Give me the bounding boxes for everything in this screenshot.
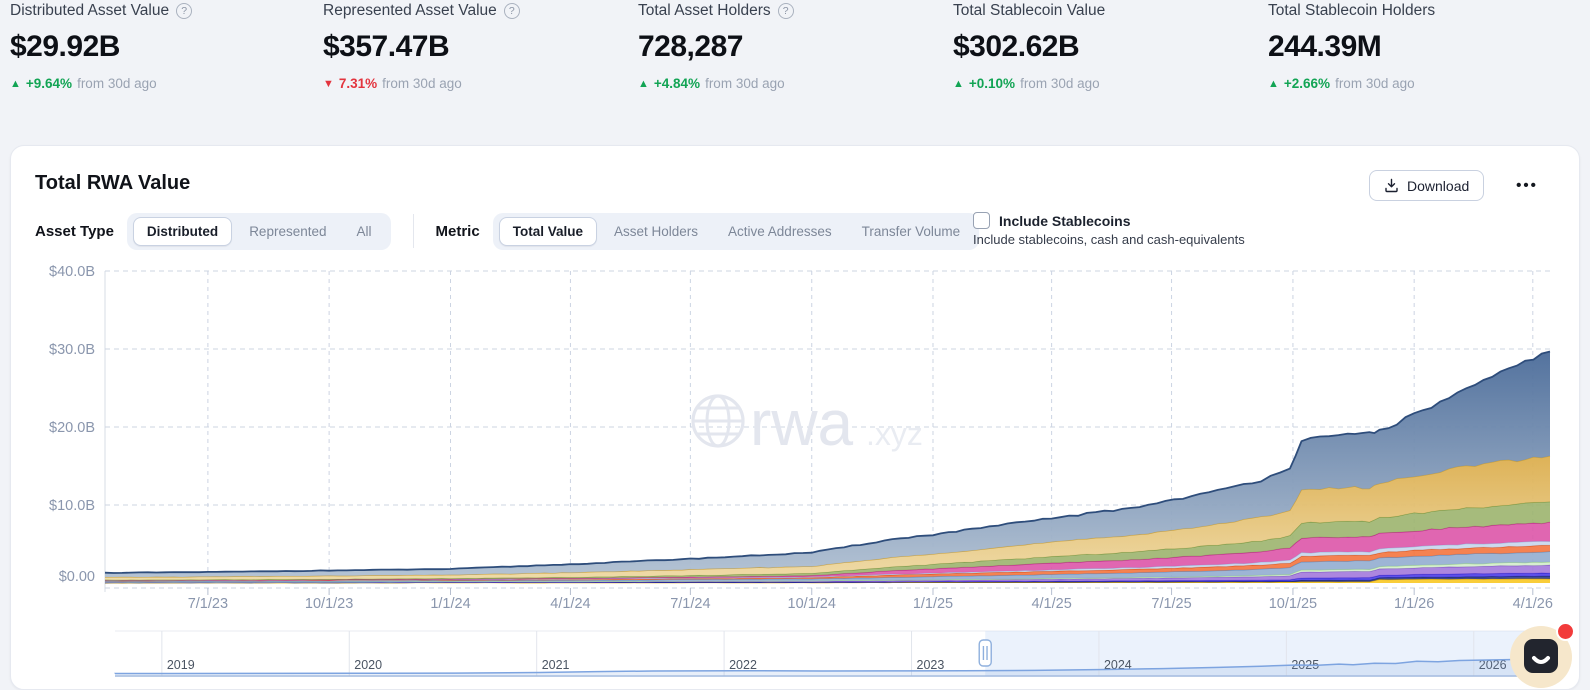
up-triangle-icon: ▲ bbox=[953, 77, 964, 90]
metric-option-transfer-volume[interactable]: Transfer Volume bbox=[849, 218, 974, 245]
metric-label: Metric bbox=[435, 222, 480, 240]
stat-value: $357.47B bbox=[323, 30, 450, 63]
include-stablecoins-label: Include Stablecoins bbox=[999, 212, 1131, 229]
chat-widget-button[interactable] bbox=[1510, 622, 1575, 688]
up-triangle-icon: ▲ bbox=[638, 77, 649, 90]
include-stablecoins-control: Include Stablecoins Include stablecoins,… bbox=[973, 212, 1245, 247]
stat-label: Represented Asset Value bbox=[323, 2, 497, 19]
stat-value: 728,287 bbox=[638, 30, 743, 63]
delta-period: from 30d ago bbox=[705, 76, 785, 91]
stat-value: $29.92B bbox=[10, 30, 120, 63]
notification-badge bbox=[1556, 622, 1575, 641]
stat-delta: ▲ +9.64% from 30d ago bbox=[10, 76, 310, 91]
stat-delta: ▲ +4.84% from 30d ago bbox=[638, 76, 938, 91]
up-triangle-icon: ▲ bbox=[10, 77, 21, 90]
asset-type-label: Asset Type bbox=[35, 222, 114, 240]
up-triangle-icon: ▲ bbox=[1268, 77, 1279, 90]
more-options-icon: ••• bbox=[1516, 177, 1538, 194]
chart-controls: Asset Type Distributed Represented All Met… bbox=[35, 212, 1001, 250]
stat-label: Total Stablecoin Holders bbox=[1268, 2, 1436, 19]
include-stablecoins-sublabel: Include stablecoins, cash and cash-equiv… bbox=[973, 232, 1245, 247]
chat-icon bbox=[1524, 639, 1558, 673]
delta-percent: +0.10% bbox=[968, 76, 1016, 91]
stat-delta: ▲ +0.10% from 30d ago bbox=[953, 76, 1253, 91]
card-title: Total RWA Value bbox=[35, 172, 191, 194]
download-icon bbox=[1385, 178, 1398, 193]
asset-type-option-represented[interactable]: Represented bbox=[236, 218, 339, 245]
delta-period: from 30d ago bbox=[1020, 76, 1100, 91]
stat-label: Distributed Asset Value bbox=[10, 2, 170, 19]
delta-percent: 7.31% bbox=[338, 76, 378, 91]
stat-label: Total Stablecoin Value bbox=[953, 2, 1106, 19]
asset-type-segment: Distributed Represented All bbox=[126, 212, 391, 250]
delta-period: from 30d ago bbox=[1335, 76, 1415, 91]
stat-card-3: Total Stablecoin Value $302.62B ▲ +0.10%… bbox=[953, 0, 1253, 91]
asset-type-option-distributed[interactable]: Distributed bbox=[132, 216, 233, 246]
metric-segment: Total Value Asset Holders Active Addresses… bbox=[492, 212, 980, 250]
stat-card-1: Represented Asset Value ? $357.47B ▼ 7.3… bbox=[323, 0, 623, 91]
controls-divider bbox=[412, 214, 414, 248]
total-rwa-value-card: Total RWA Value Download ••• Asset Type … bbox=[10, 145, 1580, 690]
include-stablecoins-checkbox[interactable] bbox=[973, 212, 990, 229]
stat-card-4: Total Stablecoin Holders 244.39M ▲ +2.66… bbox=[1268, 0, 1568, 91]
delta-percent: +2.66% bbox=[1283, 76, 1331, 91]
download-button[interactable]: Download bbox=[1369, 170, 1485, 201]
help-icon[interactable]: ? bbox=[777, 3, 794, 19]
metric-option-total-value[interactable]: Total Value bbox=[498, 216, 597, 246]
stat-value: $302.62B bbox=[953, 30, 1080, 63]
help-icon[interactable]: ? bbox=[176, 3, 193, 19]
asset-type-option-all[interactable]: All bbox=[344, 218, 385, 245]
delta-percent: +9.64% bbox=[25, 76, 73, 91]
stat-delta: ▲ +2.66% from 30d ago bbox=[1268, 76, 1568, 91]
more-options-button[interactable]: ••• bbox=[1509, 170, 1545, 201]
stat-delta: ▼ 7.31% from 30d ago bbox=[323, 76, 623, 91]
metric-option-active-addresses[interactable]: Active Addresses bbox=[715, 218, 845, 245]
stat-label: Total Asset Holders bbox=[638, 2, 771, 19]
stat-value: 244.39M bbox=[1268, 30, 1382, 63]
help-icon[interactable]: ? bbox=[503, 3, 520, 19]
stats-row: Distributed Asset Value ? $29.92B ▲ +9.6… bbox=[0, 0, 1590, 100]
stat-card-0: Distributed Asset Value ? $29.92B ▲ +9.6… bbox=[10, 0, 310, 91]
down-triangle-icon: ▼ bbox=[323, 77, 334, 90]
delta-period: from 30d ago bbox=[77, 76, 157, 91]
stat-card-2: Total Asset Holders ? 728,287 ▲ +4.84% f… bbox=[638, 0, 938, 91]
download-label: Download bbox=[1407, 177, 1470, 194]
delta-period: from 30d ago bbox=[382, 76, 462, 91]
delta-percent: +4.84% bbox=[653, 76, 701, 91]
metric-option-asset-holders[interactable]: Asset Holders bbox=[601, 218, 711, 245]
